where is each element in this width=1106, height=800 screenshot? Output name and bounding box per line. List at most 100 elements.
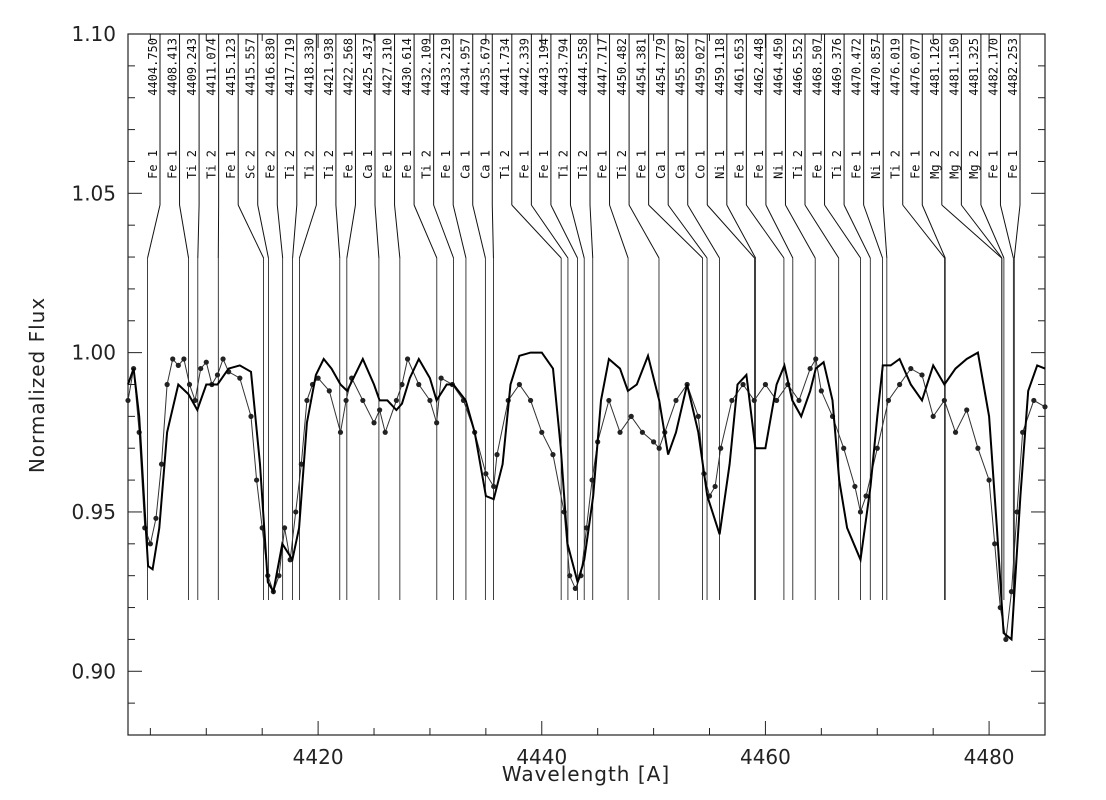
observed-data-point	[248, 413, 254, 419]
line-id-species: Fe 1	[732, 150, 746, 179]
observed-data-point	[214, 372, 221, 378]
line-id-species: Fe 1	[381, 150, 395, 179]
line-id-species: Fe 1	[166, 150, 180, 179]
line-id-wavelength: 4422.568	[341, 38, 355, 96]
line-id-wavelength: 4417.719	[283, 38, 297, 96]
line-id-kink	[472, 204, 486, 259]
y-tick-label: 1.00	[71, 341, 116, 365]
line-id-species: Fe 1	[537, 150, 551, 179]
line-id-species: Co 1	[693, 150, 707, 179]
observed-data-point	[494, 452, 500, 458]
line-id-species: Fe 1	[146, 150, 160, 179]
line-id-kink	[413, 204, 438, 259]
line-id-kink	[843, 204, 871, 259]
line-id-species: Ca 1	[674, 150, 688, 179]
observed-data-point	[656, 445, 662, 451]
line-id-kink	[346, 204, 356, 259]
observed-data-point	[762, 381, 769, 388]
observed-data-point	[992, 541, 998, 547]
line-id-kink	[824, 204, 861, 259]
line-id-species: Ti 2	[556, 150, 570, 179]
line-id-kink	[589, 204, 594, 259]
observed-data-point	[399, 381, 405, 388]
observed-data-point	[852, 483, 858, 490]
line-id-species: Fe 1	[908, 150, 922, 179]
observed-data-point	[986, 477, 992, 483]
line-id-wavelength: 4409.243	[185, 38, 199, 96]
line-id-kink	[941, 204, 1003, 259]
observed-data-point	[393, 397, 399, 404]
line-id-wavelength: 4476.077	[908, 38, 922, 96]
observed-data-point	[818, 388, 824, 394]
line-id-kink	[197, 204, 200, 259]
line-id-kink	[804, 204, 840, 259]
line-id-wavelength: 4433.219	[439, 38, 453, 96]
line-id-species: Fe 1	[439, 150, 453, 179]
observed-data-point	[125, 397, 131, 404]
y-tick-label: 1.10	[71, 22, 116, 46]
line-id-species: Ti 2	[322, 150, 336, 179]
observed-data-point	[807, 365, 813, 372]
y-tick-label: 1.05	[71, 181, 116, 205]
line-id-kink	[706, 204, 755, 259]
line-id-wavelength: 4470.472	[850, 38, 864, 96]
x-axis-title: Wavelength [A]	[502, 762, 670, 786]
observed-data-point	[964, 407, 970, 413]
observed-data-point	[975, 445, 981, 451]
line-id-species: Fe 1	[224, 150, 238, 179]
line-id-kink	[726, 204, 757, 259]
observed-data-point	[1031, 397, 1037, 404]
observed-data-point	[908, 365, 914, 372]
observed-data-point	[337, 429, 344, 435]
y-tick-label: 0.90	[71, 659, 116, 683]
line-id-wavelength: 4468.507	[811, 38, 825, 96]
line-id-wavelength: 4476.019	[889, 38, 903, 96]
observed-data-point	[293, 509, 299, 515]
observed-data-point	[1020, 429, 1026, 435]
line-id-species: Fe 1	[341, 150, 355, 179]
line-id-wavelength: 4421.938	[322, 38, 336, 96]
observed-spectrum-line	[127, 357, 1046, 640]
observed-data-point	[874, 445, 880, 451]
line-id-wavelength: 4441.734	[498, 38, 512, 96]
observed-data-point	[438, 375, 444, 381]
line-id-kink	[628, 204, 660, 259]
observed-data-point	[628, 413, 634, 419]
line-id-kink	[882, 204, 888, 259]
observed-data-point	[164, 381, 170, 388]
observed-data-point	[1008, 589, 1015, 595]
observed-data-point	[718, 445, 724, 451]
line-id-kink	[745, 204, 785, 259]
line-id-species: Fe 1	[517, 150, 531, 179]
observed-data-point	[841, 445, 847, 451]
observed-data-point	[617, 429, 623, 435]
line-id-kink	[667, 204, 708, 259]
x-tick-label: 4420	[293, 745, 344, 769]
line-id-kink	[433, 204, 454, 259]
observed-data-point	[813, 356, 819, 362]
line-id-wavelength: 4415.123	[224, 38, 238, 96]
observed-data-point	[639, 429, 646, 435]
line-id-species: Ca 1	[654, 150, 668, 179]
observed-data-point	[377, 407, 383, 413]
line-id-species: Ni 1	[771, 150, 785, 179]
line-id-kink	[491, 204, 494, 259]
line-id-wavelength: 4466.552	[791, 38, 805, 96]
line-id-kink	[179, 204, 190, 259]
line-id-wavelength: 4464.450	[771, 38, 785, 96]
observed-data-point	[360, 397, 366, 404]
observed-data-point	[695, 413, 701, 419]
y-axis-title: Normalized Flux	[25, 297, 49, 473]
line-id-kink	[374, 204, 380, 259]
observed-data-point	[276, 573, 282, 579]
line-id-species: Sc 2	[244, 150, 258, 179]
line-id-species: Ti 2	[576, 150, 590, 179]
axis-tick-labels: 4420 4440 4460 4480 0.90 0.95 1.00 1.05 1.10	[71, 22, 1014, 769]
observed-data-point	[147, 541, 153, 547]
line-id-wavelength: 4442.339	[517, 38, 531, 96]
line-id-kink	[960, 204, 1003, 259]
line-id-kink	[292, 204, 298, 259]
line-id-wavelength: 4450.482	[615, 38, 629, 96]
line-id-species: Ti 2	[791, 150, 805, 179]
